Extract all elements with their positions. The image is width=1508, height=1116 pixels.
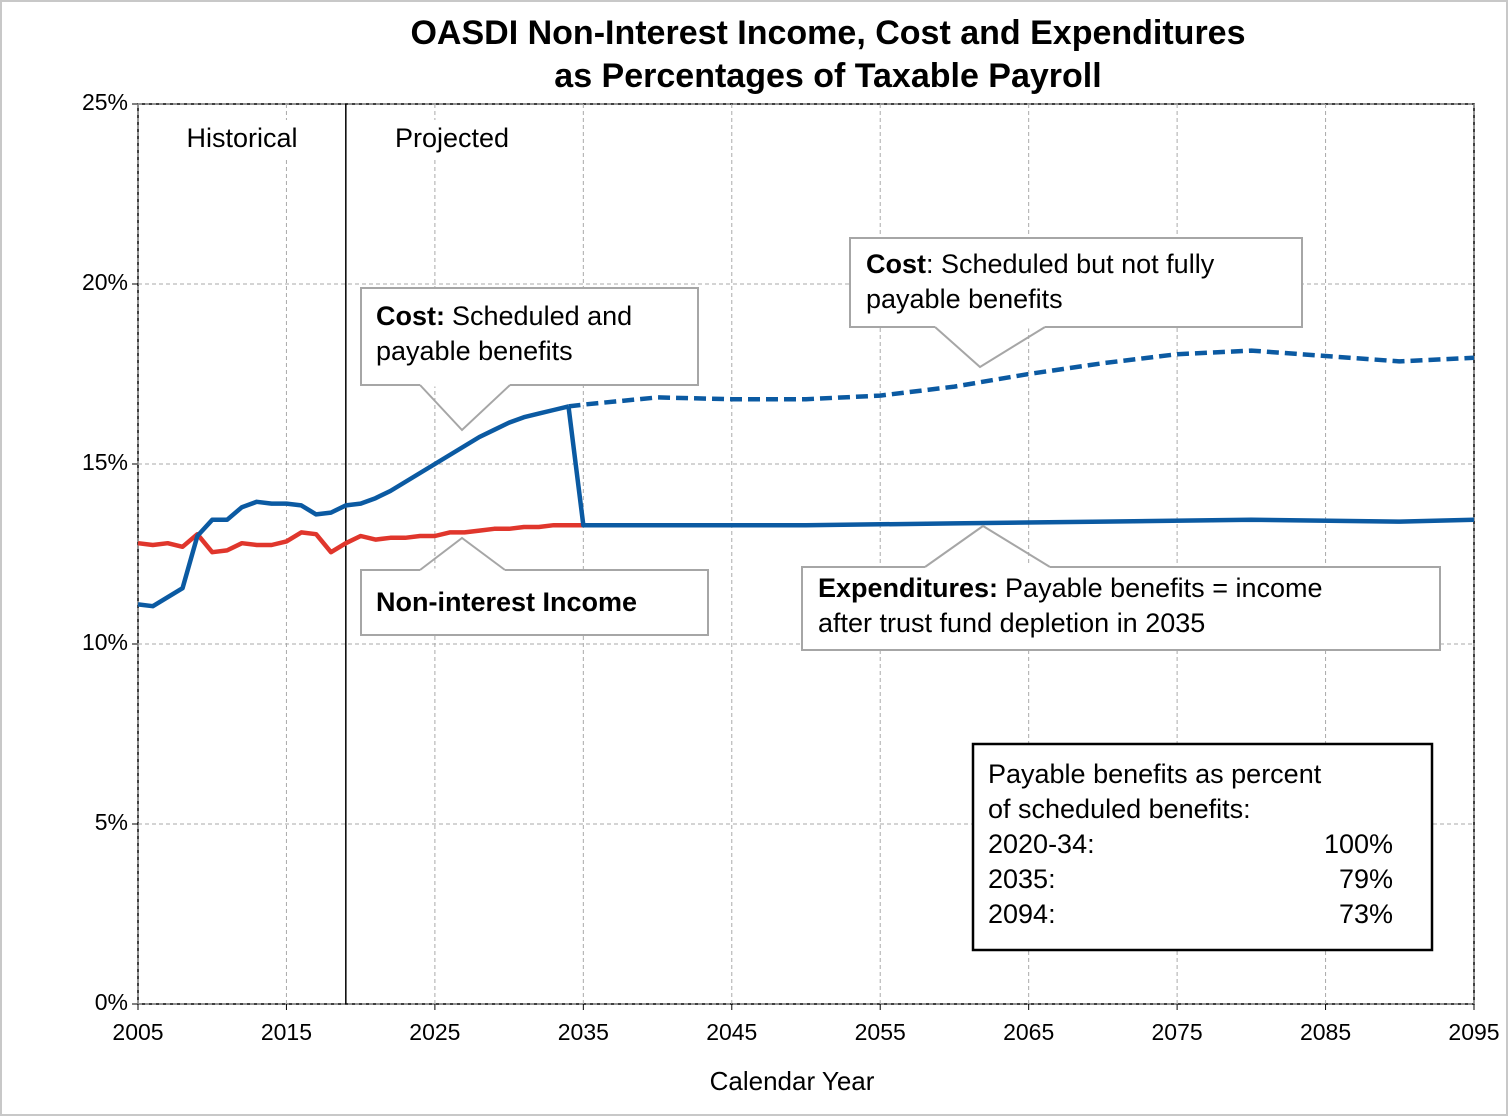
series-line: [137, 404, 570, 609]
y-tick-label: 20%: [82, 269, 128, 295]
x-tick-label: 2065: [1003, 1019, 1054, 1045]
chart-title: OASDI Non-Interest Income, Cost and Expe…: [410, 14, 1245, 52]
callout-bold: Cost:: [376, 301, 445, 331]
note-period: 2020-34:: [988, 829, 1095, 859]
x-tick-label: 2005: [112, 1019, 163, 1045]
y-tick-label: 15%: [82, 449, 128, 475]
callout-text: Expenditures: Payable benefits = income: [818, 573, 1323, 603]
x-axis-title: Calendar Year: [710, 1066, 875, 1096]
callout-line: : Scheduled but not fully: [926, 249, 1215, 279]
region-label: Projected: [395, 123, 509, 153]
note-box: [971, 742, 1434, 952]
callout-pointer: [934, 326, 1046, 369]
callout-text: after trust fund depletion in 2035: [818, 608, 1205, 638]
x-tick-label: 2035: [558, 1019, 609, 1045]
chart-title: as Percentages of Taxable Payroll: [554, 57, 1101, 95]
callout-text: Cost: Scheduled and: [376, 301, 632, 331]
x-tick-label: 2045: [706, 1019, 757, 1045]
note-period: 2035:: [988, 864, 1056, 894]
callout-text: payable benefits: [866, 284, 1063, 314]
x-tick-label: 2085: [1300, 1019, 1351, 1045]
callout-bold: Non-interest Income: [376, 587, 637, 617]
y-tick-label: 5%: [95, 809, 128, 835]
callout-text: payable benefits: [376, 336, 573, 366]
callout-bold: Expenditures:: [818, 573, 998, 603]
callout-bold: Cost: [866, 249, 926, 279]
label-bg: [378, 120, 528, 160]
note-text: of scheduled benefits:: [988, 794, 1251, 824]
note-text: Payable benefits as percent: [988, 759, 1322, 789]
note-percent: 73%: [1339, 899, 1393, 929]
x-tick-label: 2095: [1448, 1019, 1499, 1045]
y-tick-label: 25%: [82, 89, 128, 115]
x-tick-label: 2055: [855, 1019, 906, 1045]
x-tick-label: 2015: [261, 1019, 312, 1045]
callout-box: [849, 237, 1303, 328]
note-period: 2094:: [988, 899, 1056, 929]
note-percent: 79%: [1339, 864, 1393, 894]
x-tick-label: 2025: [409, 1019, 460, 1045]
callout-text: Cost: Scheduled but not fully: [866, 249, 1215, 279]
callout-pointer: [924, 524, 1051, 568]
callout-box: [360, 569, 709, 636]
callout-text: Non-interest Income: [376, 587, 637, 617]
label-bg: [168, 120, 318, 160]
region-label: Historical: [186, 123, 297, 153]
y-tick-label: 0%: [95, 989, 128, 1015]
callout-pointer: [419, 536, 506, 571]
callout-line: Scheduled and: [452, 301, 632, 331]
series-line: [568, 348, 1475, 409]
x-tick-label: 2075: [1152, 1019, 1203, 1045]
callout-line: Payable benefits = income: [1005, 573, 1322, 603]
y-tick-label: 10%: [82, 629, 128, 655]
callout-pointer: [419, 384, 511, 432]
callout-box: [801, 566, 1441, 651]
note-percent: 100%: [1324, 829, 1393, 859]
series-line: [137, 522, 584, 555]
series-line: [566, 406, 1475, 528]
callout-box: [360, 287, 699, 386]
